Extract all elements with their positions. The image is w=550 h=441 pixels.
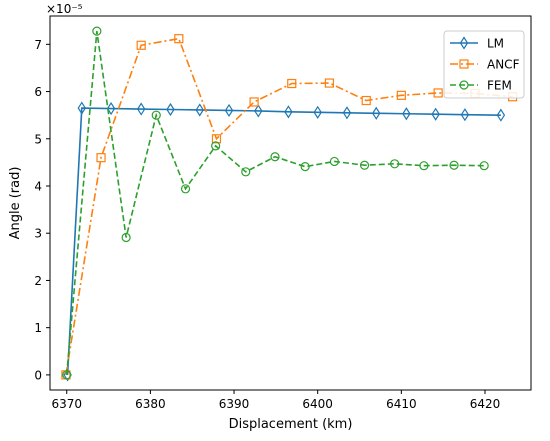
legend-item-ancf: ANCF xyxy=(450,58,520,72)
y-axis-multiplier: ×10⁻⁵ xyxy=(46,2,83,16)
series-line xyxy=(65,30,485,375)
data-point-diamond xyxy=(459,36,469,50)
data-point-circle xyxy=(419,161,429,171)
x-tick-label: 6370 xyxy=(51,397,82,411)
y-tick-label: 4 xyxy=(34,180,42,194)
axes-frame xyxy=(49,15,532,391)
data-point-circle xyxy=(241,167,251,177)
series-ancf xyxy=(61,34,518,380)
data-point-circle xyxy=(459,80,469,90)
data-point-square xyxy=(211,134,222,144)
legend-item-lm: LM xyxy=(450,36,504,51)
data-point-square xyxy=(174,34,184,44)
data-point-square xyxy=(324,78,334,88)
x-axis-label: Displacement (km) xyxy=(229,417,353,432)
data-point-square xyxy=(136,40,146,50)
data-point-circle xyxy=(329,156,340,167)
y-tick-label: 3 xyxy=(34,227,42,241)
plot-area xyxy=(61,26,518,382)
data-point-diamond xyxy=(166,102,175,117)
data-point-circle xyxy=(121,232,131,243)
y-tick-label: 2 xyxy=(34,274,42,288)
data-point-circle xyxy=(449,160,459,170)
data-point-diamond xyxy=(106,101,116,116)
series-layer xyxy=(61,26,518,382)
data-point-circle xyxy=(151,110,161,120)
data-point-diamond xyxy=(254,104,263,118)
data-point-diamond xyxy=(460,108,470,122)
data-point-circle xyxy=(300,162,310,172)
data-point-diamond xyxy=(284,105,293,119)
data-point-circle xyxy=(479,161,489,171)
series-lm xyxy=(63,101,506,382)
data-point-square xyxy=(287,78,297,89)
legend-item-fem: FEM xyxy=(450,79,512,93)
y-axis: 0 1 2 3 4 5 6 7 xyxy=(34,38,50,382)
legend-label: LM xyxy=(487,37,504,51)
x-tick-label: 6400 xyxy=(302,397,333,411)
data-point-square xyxy=(433,88,443,98)
y-axis-label: Angle (rad) xyxy=(8,167,23,240)
legend-label: ANCF xyxy=(487,58,520,72)
series-line xyxy=(66,107,501,375)
x-tick-label: 6420 xyxy=(470,397,501,411)
data-point-circle xyxy=(92,26,102,36)
series-line xyxy=(65,37,513,376)
data-point-diamond xyxy=(372,106,381,120)
x-axis: 6370 6380 6390 6400 6410 6420 xyxy=(51,390,500,411)
x-tick-label: 6410 xyxy=(386,397,417,411)
series-fem xyxy=(62,26,489,380)
data-point-diamond xyxy=(402,107,411,121)
y-tick-label: 7 xyxy=(34,38,42,52)
x-tick-label: 6390 xyxy=(219,397,250,411)
y-tick-label: 5 xyxy=(34,132,42,146)
legend: LM ANCF FEM xyxy=(443,30,525,99)
data-point-square xyxy=(396,90,406,100)
data-point-circle xyxy=(62,370,72,380)
y-tick-label: 0 xyxy=(34,368,42,382)
data-point-diamond xyxy=(313,105,322,119)
data-point-diamond xyxy=(431,107,440,121)
data-point-circle xyxy=(390,159,400,169)
data-point-diamond xyxy=(136,102,146,116)
legend-label: FEM xyxy=(487,79,512,93)
data-point-circle xyxy=(270,152,280,162)
data-point-square xyxy=(361,95,371,106)
data-point-circle xyxy=(180,184,191,194)
data-point-diamond xyxy=(224,103,234,118)
y-tick-label: 1 xyxy=(34,321,42,335)
data-point-square xyxy=(249,97,259,107)
data-point-circle xyxy=(359,160,370,170)
data-point-diamond xyxy=(195,103,204,117)
data-point-diamond xyxy=(496,108,506,122)
data-point-diamond xyxy=(342,106,352,120)
data-point-circle xyxy=(211,141,221,151)
data-point-square xyxy=(96,153,106,163)
data-point-diamond xyxy=(77,101,86,115)
x-tick-label: 6380 xyxy=(135,397,166,411)
data-point-square xyxy=(459,59,469,69)
y-tick-label: 6 xyxy=(34,85,42,99)
